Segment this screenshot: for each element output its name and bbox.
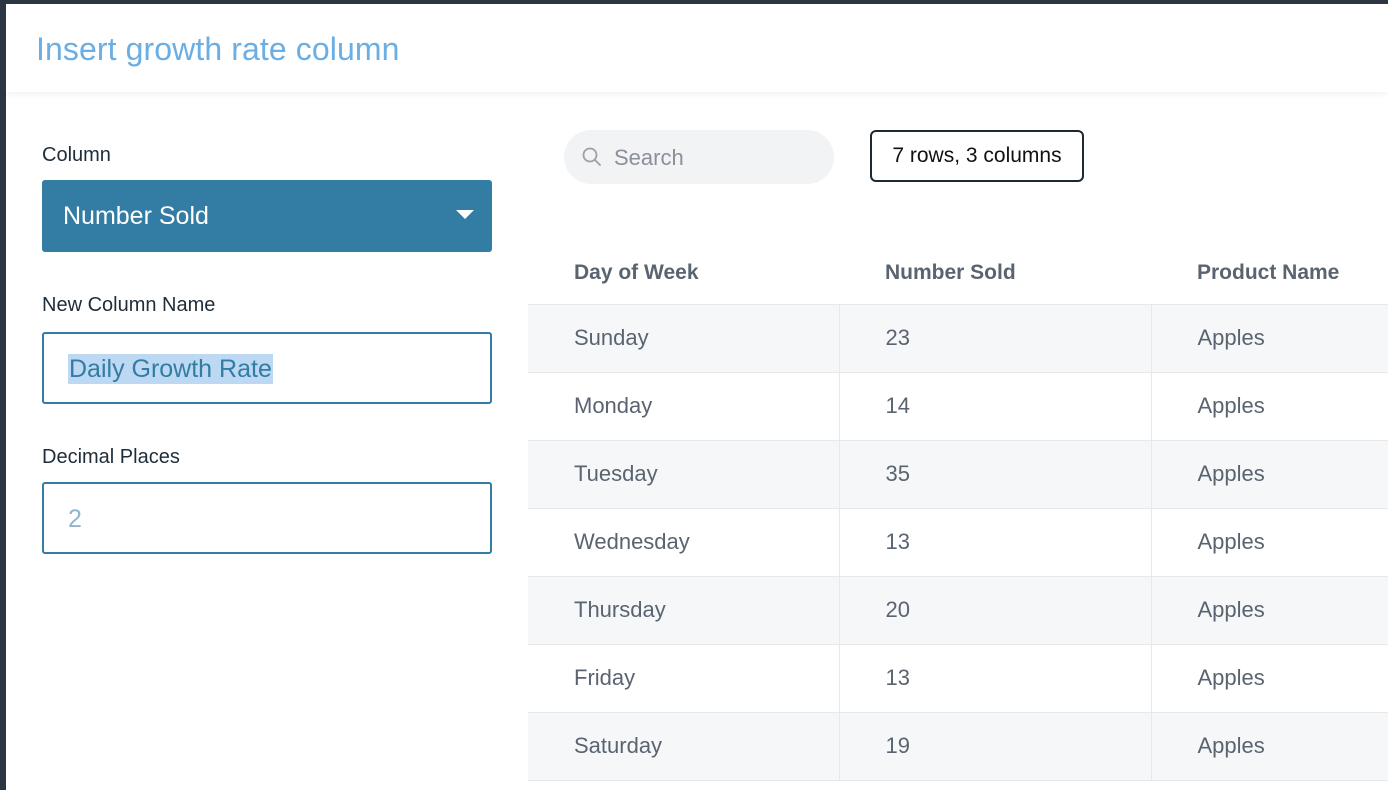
search-input[interactable]: Search — [564, 130, 834, 184]
table-cell: Thursday — [528, 576, 839, 645]
table-cell: 23 — [838, 304, 1151, 373]
search-icon — [582, 147, 601, 166]
table-cell: Apples — [1150, 440, 1388, 509]
table-cell: Monday — [528, 372, 839, 441]
data-table: Day of Week Number Sold Product Name Sun… — [528, 242, 1388, 781]
column-select-value: Number Sold — [63, 202, 209, 230]
modal-header: Insert growth rate column — [6, 4, 1388, 92]
options-panel: Column Number Sold New Column Name Daily… — [6, 92, 528, 790]
row-column-count-badge: 7 rows, 3 columns — [870, 130, 1084, 182]
new-column-name-label: New Column Name — [42, 294, 216, 316]
table-cell: 20 — [838, 576, 1151, 645]
table-row: Monday 14 Apples — [528, 372, 1388, 441]
insert-growth-rate-modal: Insert growth rate column Column Number … — [6, 4, 1388, 790]
table-row: Sunday 23 Apples — [528, 304, 1388, 373]
decimal-places-input[interactable]: 2 — [42, 482, 492, 554]
table-row: Wednesday 13 Apples — [528, 508, 1388, 577]
search-placeholder: Search — [614, 145, 684, 170]
column-label: Column — [42, 144, 111, 166]
table-cell: Apples — [1150, 508, 1388, 577]
column-select[interactable]: Number Sold — [42, 180, 492, 252]
decimal-places-label: Decimal Places — [42, 446, 180, 468]
decimal-places-placeholder: 2 — [68, 505, 82, 533]
table-cell: 13 — [838, 508, 1151, 577]
table-cell: Apples — [1150, 644, 1388, 713]
table-cell: Apples — [1150, 712, 1388, 781]
table-header-row: Day of Week Number Sold Product Name — [528, 242, 1388, 305]
table-cell: 14 — [838, 372, 1151, 441]
table-cell: 13 — [838, 644, 1151, 713]
table-cell: 19 — [838, 712, 1151, 781]
table-cell: Apples — [1150, 304, 1388, 373]
table-cell: Friday — [528, 644, 839, 713]
table-cell: Tuesday — [528, 440, 839, 509]
modal-title: Insert growth rate column — [36, 31, 400, 67]
table-row: Thursday 20 Apples — [528, 576, 1388, 645]
preview-toolbar: Search 7 rows, 3 columns — [528, 92, 1388, 242]
table-cell: Apples — [1150, 372, 1388, 441]
table-row: Tuesday 35 Apples — [528, 440, 1388, 509]
new-column-name-input[interactable]: Daily Growth Rate — [42, 332, 492, 404]
table-row: Friday 13 Apples — [528, 644, 1388, 713]
table-cell: Sunday — [528, 304, 839, 373]
header-number-sold[interactable]: Number Sold — [839, 242, 1151, 305]
table-cell: Wednesday — [528, 508, 839, 577]
new-column-name-value: Daily Growth Rate — [68, 354, 273, 384]
table-row: Saturday 19 Apples — [528, 712, 1388, 781]
header-product-name[interactable]: Product Name — [1151, 242, 1388, 305]
table-cell: 35 — [838, 440, 1151, 509]
table-cell: Apples — [1150, 576, 1388, 645]
header-day-of-week[interactable]: Day of Week — [528, 242, 839, 305]
table-cell: Saturday — [528, 712, 839, 781]
caret-down-icon — [456, 210, 474, 219]
preview-panel: Search 7 rows, 3 columns Day of Week Num… — [528, 92, 1388, 790]
